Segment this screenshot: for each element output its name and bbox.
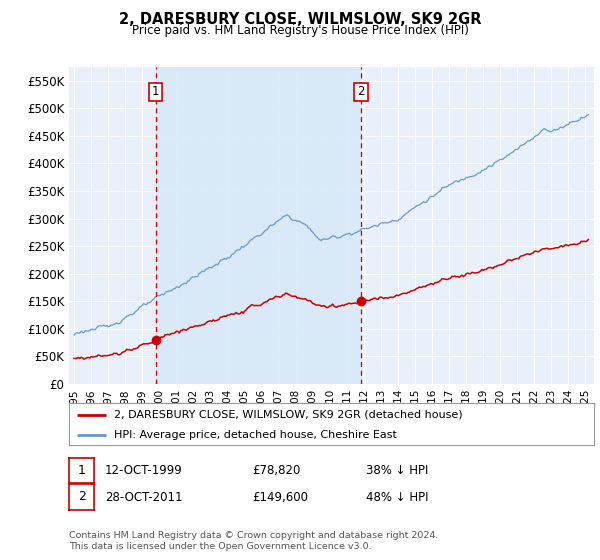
Text: 2, DARESBURY CLOSE, WILMSLOW, SK9 2GR: 2, DARESBURY CLOSE, WILMSLOW, SK9 2GR (119, 12, 481, 27)
Text: £149,600: £149,600 (252, 491, 308, 504)
Text: 2: 2 (77, 491, 86, 503)
Bar (156, 67, 361, 384)
Text: 12-OCT-1999: 12-OCT-1999 (105, 464, 183, 477)
Text: 28-OCT-2011: 28-OCT-2011 (105, 491, 182, 504)
Text: Contains HM Land Registry data © Crown copyright and database right 2024.: Contains HM Land Registry data © Crown c… (69, 531, 439, 540)
Text: 2, DARESBURY CLOSE, WILMSLOW, SK9 2GR (detached house): 2, DARESBURY CLOSE, WILMSLOW, SK9 2GR (d… (113, 410, 462, 420)
Text: 1: 1 (77, 464, 86, 477)
Text: £78,820: £78,820 (252, 464, 301, 477)
Text: This data is licensed under the Open Government Licence v3.0.: This data is licensed under the Open Gov… (69, 542, 371, 550)
Text: 1: 1 (152, 86, 160, 99)
Text: Price paid vs. HM Land Registry's House Price Index (HPI): Price paid vs. HM Land Registry's House … (131, 24, 469, 37)
Text: 38% ↓ HPI: 38% ↓ HPI (366, 464, 428, 477)
Text: 2: 2 (357, 86, 365, 99)
Text: HPI: Average price, detached house, Cheshire East: HPI: Average price, detached house, Ches… (113, 430, 397, 440)
Text: 48% ↓ HPI: 48% ↓ HPI (366, 491, 428, 504)
